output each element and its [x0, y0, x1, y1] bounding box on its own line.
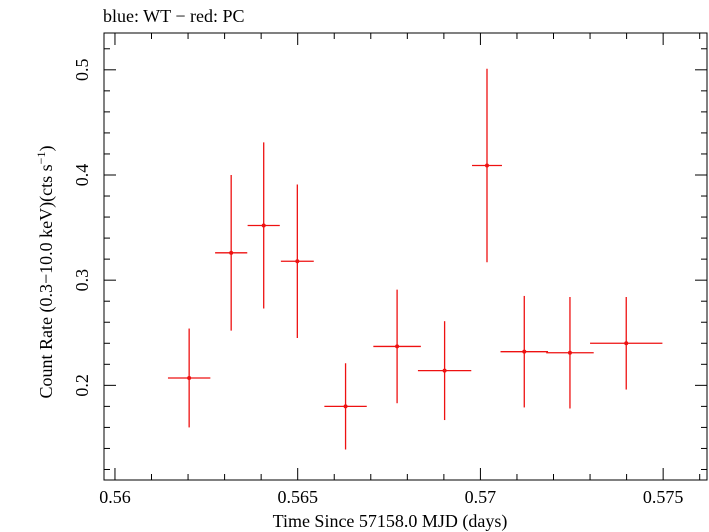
data-point — [500, 295, 549, 408]
series-pc — [167, 68, 663, 450]
point-marker — [187, 375, 192, 380]
data-point — [280, 184, 314, 339]
data-point — [373, 289, 421, 404]
data-point — [167, 328, 211, 428]
y-axis-label-main: Count Rate (0.3−10.0 keV)(cts s — [36, 164, 57, 398]
y-axis-label: Count Rate (0.3−10.0 keV)(cts s−1) — [34, 146, 57, 399]
y-tick-label: 0.4 — [72, 164, 92, 187]
point-marker — [261, 223, 266, 228]
point-marker — [567, 350, 572, 355]
data-point — [472, 68, 502, 263]
x-tick-label: 0.565 — [277, 487, 318, 507]
data-point — [417, 321, 472, 421]
data-point — [546, 296, 594, 409]
data-point — [590, 296, 663, 390]
y-axis-label-exponent: −1 — [34, 152, 48, 165]
point-marker — [229, 250, 234, 255]
point-marker — [624, 341, 629, 346]
point-marker — [442, 368, 447, 373]
point-marker — [395, 344, 400, 349]
y-tick-label: 0.2 — [72, 374, 92, 397]
y-tick-label: 0.5 — [72, 59, 92, 82]
y-axis: 0.2 0.3 0.4 0.5 — [72, 48, 707, 470]
x-axis: 0.56 0.565 0.57 0.575 — [99, 33, 701, 507]
point-marker — [484, 163, 489, 168]
x-axis-label: Time Since 57158.0 MJD (days) — [273, 511, 508, 532]
y-axis-label-close: ) — [36, 146, 57, 152]
data-point — [324, 363, 367, 450]
x-tick-label: 0.575 — [643, 487, 684, 507]
data-point — [215, 174, 248, 331]
y-tick-label: 0.3 — [72, 269, 92, 292]
x-tick-label: 0.57 — [465, 487, 497, 507]
plot-frame — [103, 32, 708, 481]
point-marker — [343, 404, 348, 409]
x-tick-label: 0.56 — [99, 487, 131, 507]
data-point — [247, 142, 280, 309]
chart-title: blue: WT − red: PC — [103, 6, 244, 26]
point-marker — [522, 349, 527, 354]
point-marker — [295, 259, 300, 264]
